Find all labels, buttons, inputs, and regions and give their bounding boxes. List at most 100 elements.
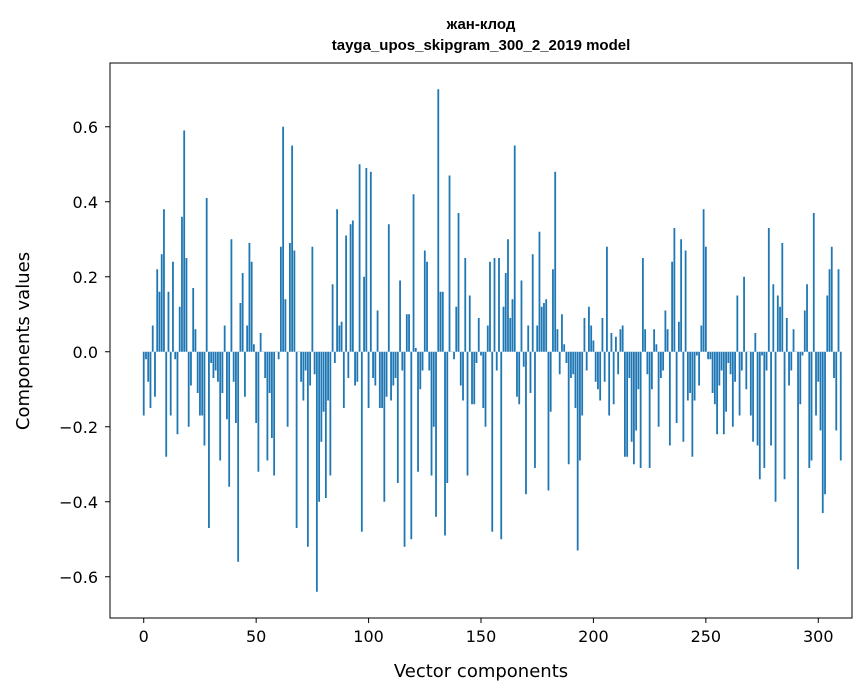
bar: [781, 243, 784, 352]
bar: [718, 351, 721, 386]
bar: [390, 351, 392, 401]
bar: [783, 351, 786, 480]
bar: [259, 333, 262, 352]
bar: [453, 351, 455, 360]
x-tick-label: 50: [246, 627, 266, 646]
bar: [713, 351, 716, 405]
bar: [160, 254, 163, 352]
bar: [336, 209, 338, 352]
bar: [830, 246, 833, 352]
bar: [167, 291, 170, 352]
bar: [615, 336, 617, 352]
bar: [621, 325, 624, 352]
bar: [333, 351, 336, 363]
bar: [806, 284, 808, 352]
bar: [288, 243, 291, 352]
bar: [417, 351, 419, 472]
bar: [302, 351, 305, 401]
bar: [752, 351, 754, 442]
bar: [819, 351, 822, 431]
bar: [565, 351, 568, 363]
bar: [720, 351, 723, 371]
bar: [435, 351, 437, 517]
bar: [403, 351, 406, 547]
bar: [774, 351, 777, 502]
bar: [641, 258, 644, 352]
bar: [169, 351, 172, 416]
bar: [163, 209, 165, 352]
bar: [702, 209, 705, 352]
bar: [624, 351, 626, 457]
bar: [235, 351, 237, 423]
x-tick-label: 200: [578, 627, 609, 646]
bar: [500, 351, 503, 540]
bar: [381, 351, 383, 408]
bar: [172, 261, 174, 352]
bar: [149, 351, 152, 408]
y-tick-label: −0.2: [59, 418, 98, 437]
bar: [648, 351, 651, 468]
bar: [754, 333, 757, 352]
bar: [145, 351, 147, 360]
bar: [154, 351, 156, 397]
bar: [574, 351, 577, 408]
bar: [457, 213, 460, 352]
bar: [761, 351, 763, 356]
bar: [239, 303, 242, 352]
bar: [693, 351, 696, 401]
bar: [342, 351, 345, 408]
x-tick-label: 100: [353, 627, 384, 646]
bar: [799, 351, 802, 405]
bar: [399, 280, 401, 352]
bar: [599, 351, 602, 401]
bar: [430, 351, 433, 476]
bar: [253, 344, 255, 352]
bar: [543, 303, 545, 352]
bar: [617, 351, 620, 375]
bar: [156, 269, 159, 352]
bar: [668, 351, 671, 446]
bar: [270, 351, 273, 438]
bar: [414, 348, 417, 352]
bar: [567, 351, 570, 465]
bar: [810, 351, 813, 461]
bar: [776, 295, 779, 352]
bar: [421, 351, 424, 371]
bar: [347, 351, 350, 378]
bar: [223, 325, 226, 352]
bar: [525, 351, 527, 495]
bar: [659, 351, 662, 378]
bar: [439, 291, 442, 352]
bar: [486, 325, 489, 352]
bar: [142, 351, 145, 416]
bar: [217, 351, 219, 382]
bar: [441, 291, 444, 352]
y-tick-label: 0.6: [73, 118, 98, 137]
bar: [504, 273, 507, 352]
bar: [576, 351, 579, 551]
bar: [324, 351, 327, 498]
bar: [498, 258, 500, 352]
bar: [372, 351, 374, 378]
bar: [491, 351, 494, 532]
bar: [556, 329, 559, 352]
bar: [466, 351, 469, 476]
bar: [158, 291, 161, 352]
bar: [531, 254, 534, 352]
bar: [446, 351, 449, 483]
bar: [518, 351, 521, 405]
bar: [246, 325, 249, 352]
bar: [320, 351, 323, 442]
bar: [176, 351, 179, 435]
bar: [174, 351, 177, 360]
bar: [426, 261, 428, 352]
x-axis-label: Vector components: [394, 661, 568, 682]
x-tick-label: 150: [466, 627, 497, 646]
bar: [558, 351, 561, 375]
bar: [408, 314, 410, 352]
bar: [306, 351, 309, 547]
bar: [511, 299, 514, 352]
bar: [554, 171, 557, 352]
bar: [232, 351, 235, 382]
bar: [734, 351, 736, 382]
